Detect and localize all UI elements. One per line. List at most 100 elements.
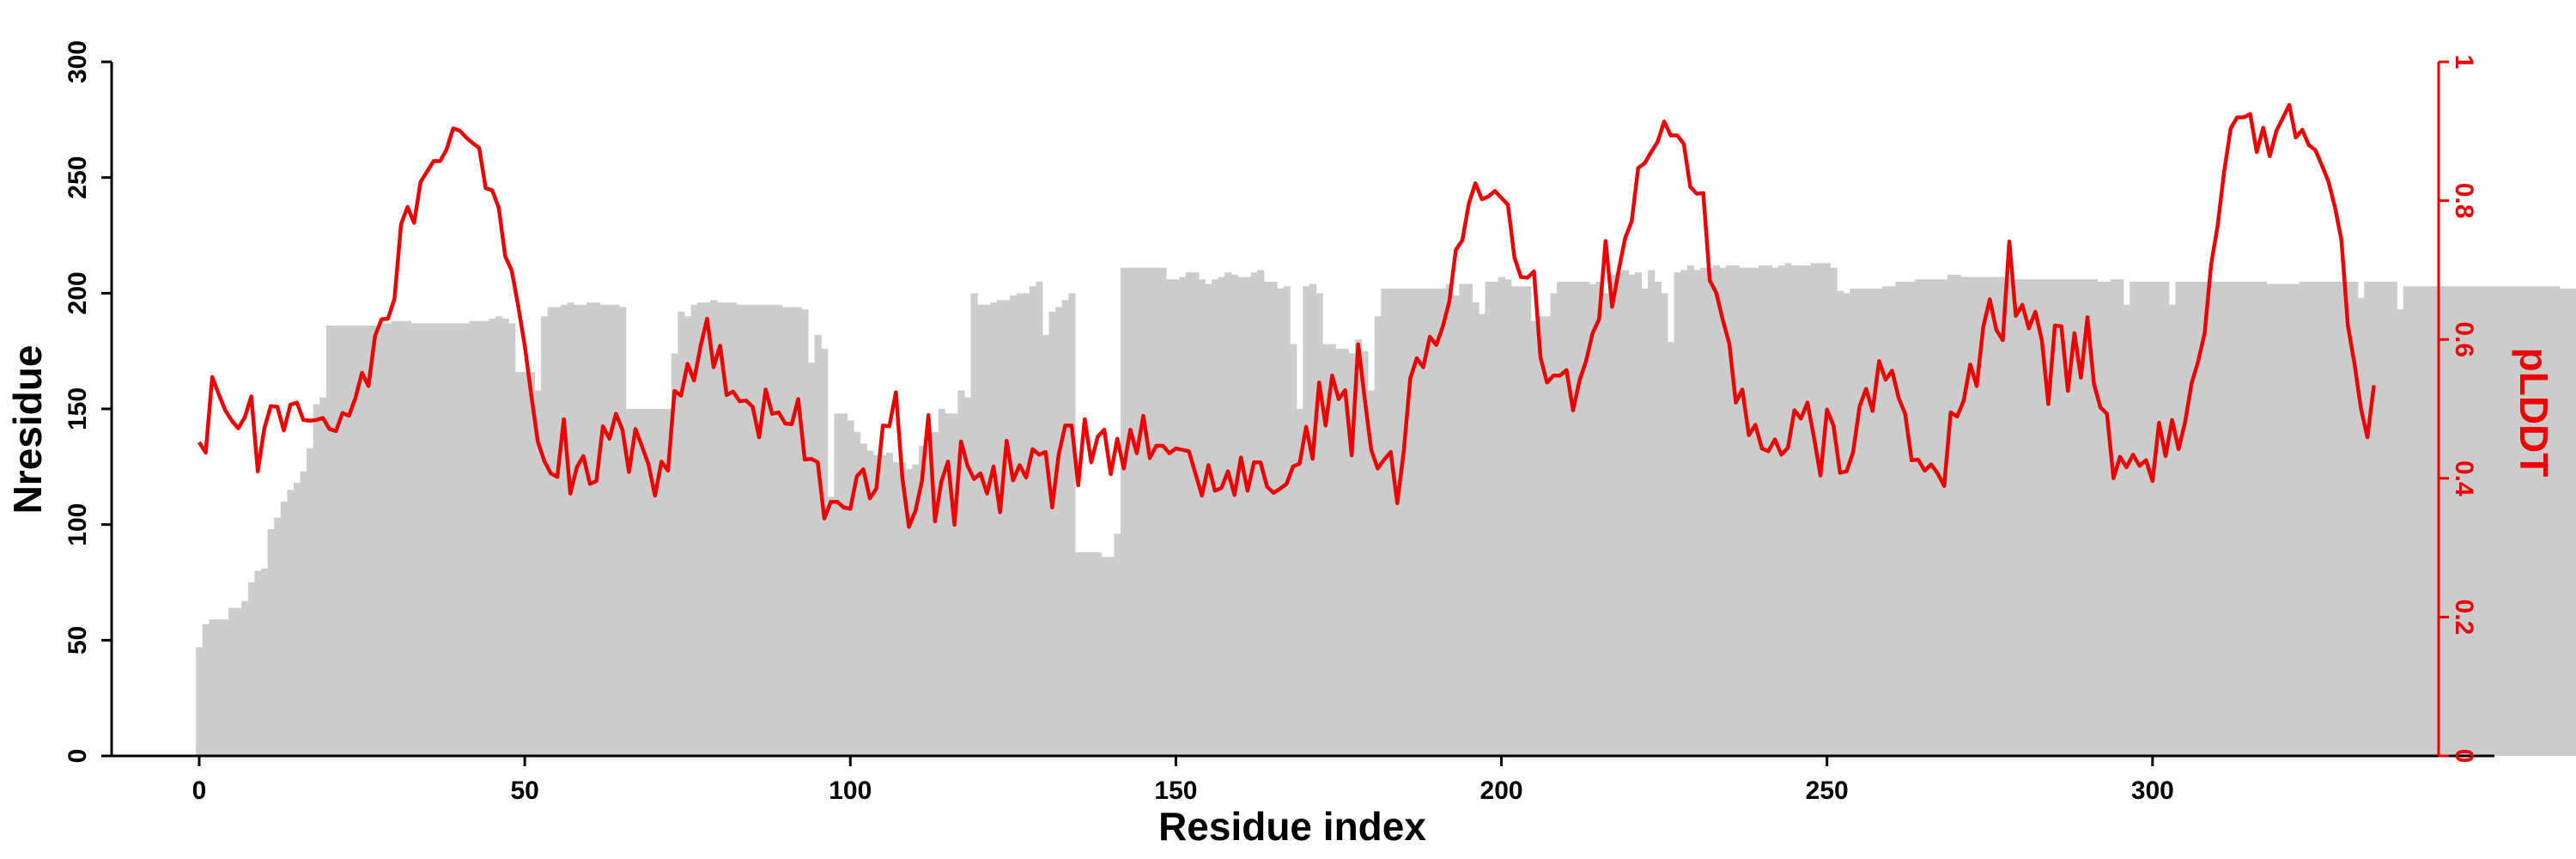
bar-nresidue bbox=[1686, 265, 1694, 756]
bar-nresidue bbox=[1823, 263, 1832, 756]
bar-nresidue bbox=[280, 501, 288, 756]
bar-nresidue bbox=[697, 302, 705, 756]
x-axis-title: Residue index bbox=[1158, 804, 1426, 849]
bar-nresidue bbox=[957, 390, 965, 756]
bars-layer bbox=[196, 263, 2576, 757]
bar-nresidue bbox=[872, 454, 880, 756]
bar-nresidue bbox=[2071, 279, 2079, 756]
bar-nresidue bbox=[1966, 277, 1974, 757]
bar-nresidue bbox=[358, 326, 366, 756]
bar-nresidue bbox=[215, 619, 223, 756]
bar-nresidue bbox=[1856, 288, 1864, 756]
bar-nresidue bbox=[854, 431, 861, 756]
right-y-tick-label: 0.8 bbox=[2450, 183, 2478, 219]
bar-nresidue bbox=[1648, 270, 1656, 756]
bar-nresidue bbox=[1394, 288, 1401, 756]
bar-nresidue bbox=[313, 404, 320, 756]
bar-nresidue bbox=[1446, 283, 1454, 756]
bar-nresidue bbox=[2422, 286, 2430, 756]
bar-nresidue bbox=[2500, 286, 2508, 756]
bar-nresidue bbox=[671, 353, 678, 756]
bar-nresidue bbox=[2318, 281, 2326, 756]
bar-nresidue bbox=[1074, 551, 1083, 756]
bar-nresidue bbox=[1101, 557, 1109, 756]
left-y-axis-title: Nresidue bbox=[5, 345, 50, 515]
bar-nresidue bbox=[1479, 314, 1486, 756]
bar-nresidue bbox=[1713, 265, 1721, 756]
left-y-tick-label: 250 bbox=[64, 156, 92, 199]
bar-nresidue bbox=[267, 529, 275, 756]
bar-nresidue bbox=[534, 390, 542, 756]
bar-nresidue bbox=[996, 300, 1005, 756]
bar-nresidue bbox=[762, 304, 770, 756]
bar-nresidue bbox=[1953, 274, 1961, 756]
bar-nresidue bbox=[879, 454, 887, 756]
bar-nresidue bbox=[2429, 286, 2437, 756]
bar-nresidue bbox=[489, 318, 496, 756]
bar-nresidue bbox=[1602, 293, 1610, 757]
bar-nresidue bbox=[1381, 288, 1388, 756]
bar-nresidue bbox=[567, 302, 574, 756]
x-tick-label: 250 bbox=[1806, 777, 1849, 805]
bar-nresidue bbox=[2188, 281, 2196, 756]
bar-nresidue bbox=[690, 304, 698, 756]
bar-nresidue bbox=[1263, 281, 1271, 756]
bar-nresidue bbox=[730, 302, 738, 756]
bar-nresidue bbox=[1276, 288, 1285, 756]
bar-nresidue bbox=[1759, 265, 1766, 756]
bar-nresidue bbox=[2032, 279, 2039, 756]
bar-nresidue bbox=[527, 371, 536, 756]
right-y-tick-label: 0.6 bbox=[2450, 321, 2478, 357]
bar-nresidue bbox=[885, 453, 894, 756]
bar-nresidue bbox=[1374, 316, 1382, 756]
bar-nresidue bbox=[2540, 286, 2548, 756]
bar-nresidue bbox=[2507, 286, 2515, 756]
bar-nresidue bbox=[1322, 344, 1330, 756]
bar-nresidue bbox=[1283, 286, 1291, 756]
bar-nresidue bbox=[1172, 279, 1180, 756]
bar-nresidue bbox=[1797, 265, 1805, 756]
bar-nresidue bbox=[1960, 277, 1968, 757]
bar-nresidue bbox=[1524, 286, 1532, 756]
bar-nresidue bbox=[1895, 281, 1903, 756]
bar-nresidue bbox=[1081, 551, 1089, 756]
bar-nresidue bbox=[443, 323, 451, 756]
bar-nresidue bbox=[2103, 281, 2111, 756]
bar-nresidue bbox=[963, 397, 972, 756]
right-y-tick-label: 0.2 bbox=[2450, 600, 2478, 636]
bar-nresidue bbox=[814, 334, 822, 756]
bar-nresidue bbox=[2448, 286, 2457, 756]
left-y-tick-label: 100 bbox=[64, 503, 92, 546]
bar-nresidue bbox=[1791, 265, 1799, 756]
bar-nresidue bbox=[945, 413, 952, 756]
x-tick-label: 50 bbox=[510, 777, 538, 805]
bar-nresidue bbox=[1837, 290, 1844, 756]
bar-nresidue bbox=[463, 323, 471, 756]
bar-nresidue bbox=[1595, 281, 1603, 756]
bar-nresidue bbox=[2494, 286, 2502, 756]
bar-nresidue bbox=[2201, 281, 2208, 756]
bar-nresidue bbox=[808, 362, 816, 756]
bar-nresidue bbox=[2370, 281, 2379, 756]
right-y-tick-label: 1 bbox=[2450, 55, 2478, 70]
bar-nresidue bbox=[2214, 281, 2222, 756]
bar-nresidue bbox=[2110, 279, 2117, 756]
bar-nresidue bbox=[2377, 281, 2385, 756]
bar-nresidue bbox=[905, 469, 913, 756]
bar-nresidue bbox=[990, 302, 998, 756]
bar-nresidue bbox=[769, 304, 776, 756]
bar-nresidue bbox=[781, 307, 789, 756]
bar-nresidue bbox=[1055, 307, 1063, 756]
bar-nresidue bbox=[1810, 263, 1818, 756]
bar-nresidue bbox=[951, 413, 958, 756]
bar-nresidue bbox=[1726, 265, 1734, 756]
bar-nresidue bbox=[599, 304, 607, 756]
bar-nresidue bbox=[1504, 279, 1512, 756]
bar-nresidue bbox=[983, 304, 991, 756]
bar-nresidue bbox=[2324, 281, 2332, 756]
bar-nresidue bbox=[1732, 265, 1740, 756]
bar-nresidue bbox=[632, 409, 640, 756]
bar-nresidue bbox=[1862, 288, 1870, 756]
bar-nresidue bbox=[2566, 288, 2573, 756]
bar-nresidue bbox=[1120, 267, 1128, 757]
